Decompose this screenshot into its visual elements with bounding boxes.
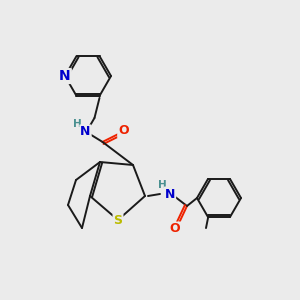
Text: H: H xyxy=(158,180,166,190)
Text: O: O xyxy=(118,124,129,137)
Text: N: N xyxy=(59,69,71,83)
Text: O: O xyxy=(170,223,180,236)
Text: S: S xyxy=(113,214,122,227)
Text: N: N xyxy=(80,125,91,138)
Text: H: H xyxy=(73,119,82,129)
Text: N: N xyxy=(165,188,175,200)
